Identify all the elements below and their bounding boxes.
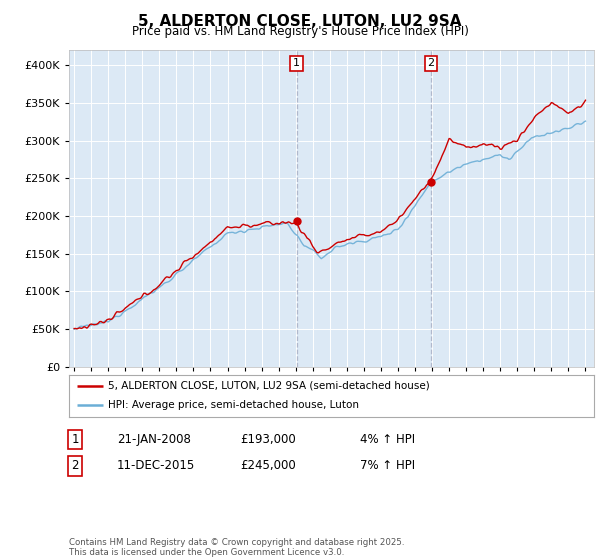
Text: 4% ↑ HPI: 4% ↑ HPI [360,433,415,446]
Text: Contains HM Land Registry data © Crown copyright and database right 2025.
This d: Contains HM Land Registry data © Crown c… [69,538,404,557]
Text: £245,000: £245,000 [240,459,296,473]
Text: £193,000: £193,000 [240,433,296,446]
Text: 5, ALDERTON CLOSE, LUTON, LU2 9SA: 5, ALDERTON CLOSE, LUTON, LU2 9SA [138,14,462,29]
Text: HPI: Average price, semi-detached house, Luton: HPI: Average price, semi-detached house,… [109,400,359,410]
Text: 11-DEC-2015: 11-DEC-2015 [117,459,195,473]
Text: 21-JAN-2008: 21-JAN-2008 [117,433,191,446]
Text: 1: 1 [293,58,300,68]
Text: 7% ↑ HPI: 7% ↑ HPI [360,459,415,473]
Text: 2: 2 [427,58,434,68]
Text: 1: 1 [71,433,79,446]
Text: 5, ALDERTON CLOSE, LUTON, LU2 9SA (semi-detached house): 5, ALDERTON CLOSE, LUTON, LU2 9SA (semi-… [109,381,430,391]
Text: Price paid vs. HM Land Registry's House Price Index (HPI): Price paid vs. HM Land Registry's House … [131,25,469,38]
Text: 2: 2 [71,459,79,473]
